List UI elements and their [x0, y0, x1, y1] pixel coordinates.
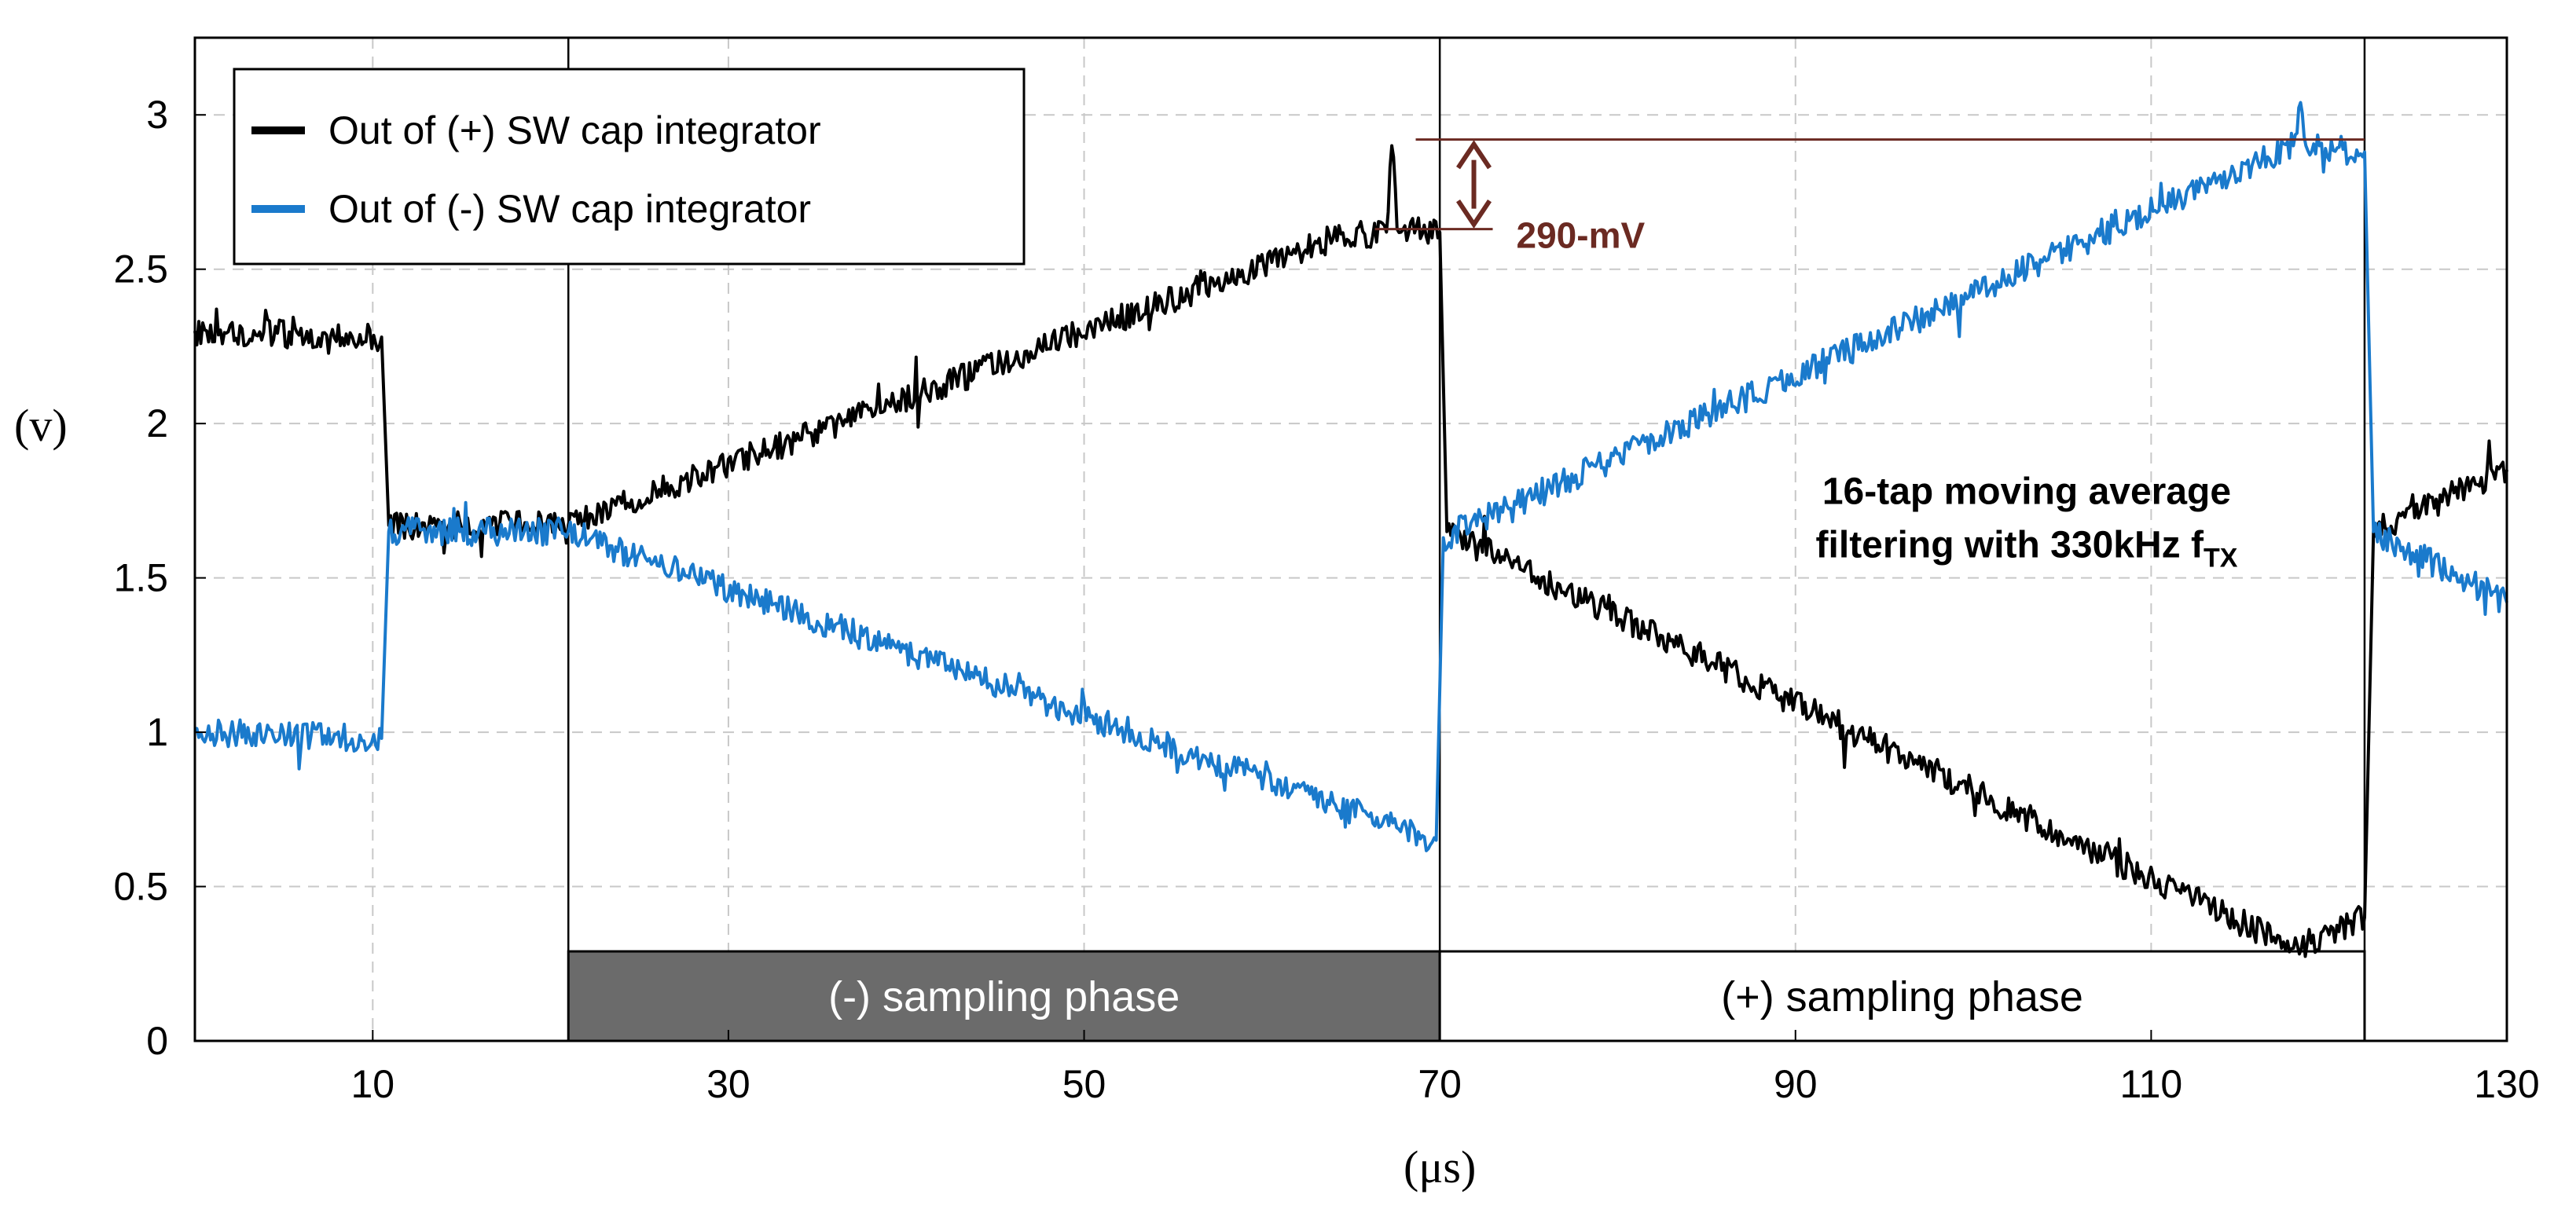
x-tick-label: 10 — [350, 1062, 394, 1106]
legend-label-2: Out of (-) SW cap integrator — [328, 187, 811, 231]
x-tick-label: 110 — [2120, 1062, 2183, 1106]
delta-arrow-head-up — [1456, 140, 1492, 170]
plot-frame — [193, 36, 2508, 1042]
delta-label: 290-mV — [1517, 215, 1646, 256]
x-tick-label: 90 — [1774, 1062, 1818, 1106]
filter-note-line-2: filtering with 330kHz fTX — [1816, 524, 2238, 573]
phase-label-1: (-) sampling phase — [828, 973, 1180, 1020]
y-axis-label: (v) — [14, 400, 68, 451]
x-tick-label: 50 — [1062, 1062, 1106, 1106]
x-tick-label: 130 — [2474, 1062, 2539, 1106]
x-axis-label: (μs) — [1404, 1141, 1476, 1193]
x-tick-label: 30 — [706, 1062, 750, 1106]
data-series — [193, 101, 2508, 958]
y-tick-label: 1.5 — [113, 556, 168, 600]
legend: Out of (+) SW cap integrator Out of (-) S… — [233, 68, 1026, 266]
legend-label-1: Out of (+) SW cap integrator — [328, 108, 821, 152]
y-tick-label: 0 — [146, 1019, 168, 1063]
x-tick-label: 70 — [1418, 1062, 1462, 1106]
filter-note-line-1: 16-tap moving average — [1822, 471, 2231, 512]
annotations: 290-mV 16-tap moving average filtering wit… — [1374, 138, 2365, 573]
phase-label-2: (+) sampling phase — [1721, 973, 2083, 1020]
axis-ticks: 10 30 50 70 90 110 130 0 0.5 1 1.5 2 2.5 3 — [113, 93, 2539, 1106]
filter-note-subscript: TX — [2204, 543, 2238, 573]
y-tick-label: 2 — [146, 401, 168, 445]
y-tick-label: 1 — [146, 710, 168, 754]
series-line-1 — [193, 144, 2508, 958]
series-line-2 — [193, 101, 2508, 852]
delta-arrow-head-down — [1456, 199, 1492, 229]
phase-bar-1 — [567, 950, 1441, 1042]
phase-bars: (-) sampling phase (+) sampling phase — [567, 950, 2366, 1042]
y-tick-label: 0.5 — [113, 865, 168, 909]
legend-box — [233, 68, 1026, 266]
phase-bar-2 — [1438, 950, 2366, 1042]
y-tick-label: 2.5 — [113, 247, 168, 291]
y-tick-label: 3 — [146, 93, 168, 137]
